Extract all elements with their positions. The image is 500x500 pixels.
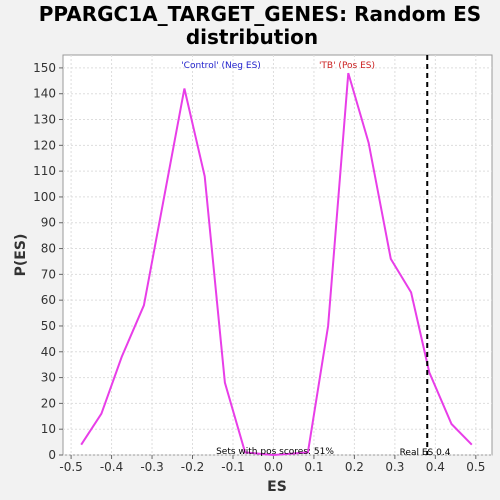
- chart-title-line1: PPARGC1A_TARGET_GENES: Random ES: [39, 2, 481, 26]
- y-tick-label: 60: [41, 293, 56, 307]
- y-tick-label: 80: [41, 242, 56, 256]
- y-tick-label: 0: [48, 448, 56, 462]
- x-axis: -0.5 -0.4 -0.3 -0.2 -0.1 0.0 0.1 0.2 0.3 0.4 0.5: [59, 455, 485, 474]
- neg-es-label: 'Control' (Neg ES): [181, 61, 261, 71]
- y-axis: 0 10 20 30 40 50 60 70 80 90 100 110 120 130 140 150: [33, 61, 63, 462]
- series-line: [80, 72, 473, 457]
- y-tick-label: 90: [41, 216, 56, 230]
- y-tick-label: 120: [33, 138, 56, 152]
- y-tick-label: 10: [41, 422, 56, 436]
- grid: [63, 55, 492, 456]
- y-tick-label: 130: [33, 113, 56, 127]
- x-tick-label: 0.4: [426, 460, 445, 474]
- y-tick-label: 140: [33, 87, 56, 101]
- x-tick-label: -0.4: [100, 460, 123, 474]
- pos-es-label: 'TB' (Pos ES): [319, 61, 375, 71]
- y-tick-label: 30: [41, 371, 56, 385]
- x-tick-label: -0.1: [221, 460, 244, 474]
- y-tick-label: 70: [41, 267, 56, 281]
- x-tick-label: 0.0: [264, 460, 283, 474]
- y-tick-label: 110: [33, 164, 56, 178]
- y-tick-label: 40: [41, 345, 56, 359]
- x-tick-label: 0.5: [466, 460, 485, 474]
- x-tick-label: -0.2: [181, 460, 204, 474]
- series-layer: [80, 72, 473, 457]
- x-axis-title: ES: [267, 479, 287, 495]
- plot-area: [62, 54, 493, 456]
- x-tick-label: -0.5: [59, 460, 82, 474]
- x-tick-label: 0.2: [345, 460, 364, 474]
- y-axis-title: P(ES): [13, 234, 29, 277]
- real-es-label: Real ES 0.4: [400, 448, 451, 458]
- y-tick-label: 150: [33, 61, 56, 75]
- x-tick-label: 0.1: [304, 460, 323, 474]
- y-tick-label: 50: [41, 319, 56, 333]
- y-tick-label: 100: [33, 190, 56, 204]
- y-tick-label: 20: [41, 396, 56, 410]
- pos-scores-label: Sets with pos scores: 51%: [216, 447, 334, 457]
- x-tick-label: 0.3: [385, 460, 404, 474]
- x-tick-label: -0.3: [140, 460, 163, 474]
- chart-title-line2: distribution: [186, 25, 318, 49]
